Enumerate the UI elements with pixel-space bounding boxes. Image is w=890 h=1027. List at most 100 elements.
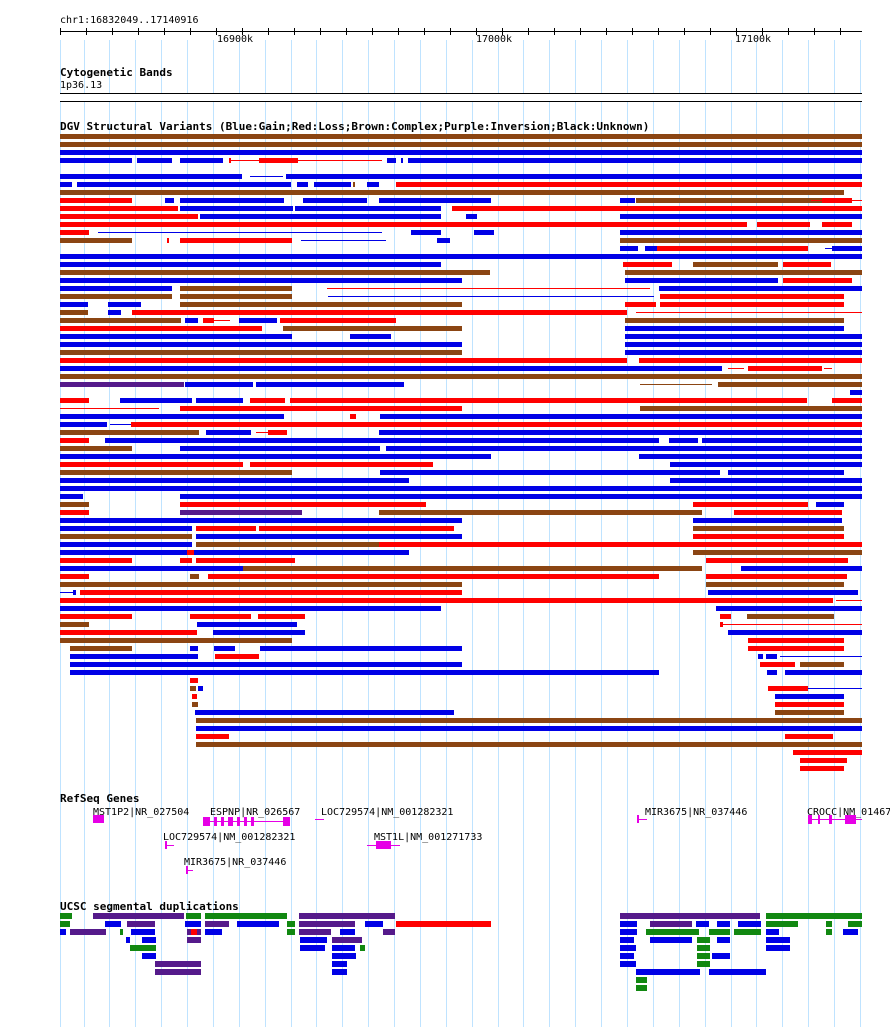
dgv-variant[interactable] (192, 702, 198, 707)
gene-exon[interactable] (829, 815, 832, 824)
segdup-feature[interactable] (636, 977, 647, 983)
segdup-feature[interactable] (126, 937, 130, 943)
dgv-variant[interactable] (215, 654, 259, 659)
segdup-feature[interactable] (717, 937, 730, 943)
dgv-variant[interactable] (196, 742, 862, 747)
gene-model[interactable] (93, 815, 104, 823)
dgv-variant-link[interactable] (327, 288, 650, 289)
segdup-feature[interactable] (620, 945, 636, 951)
segdup-feature[interactable] (60, 929, 66, 935)
dgv-variant[interactable] (379, 198, 491, 203)
dgv-variant[interactable] (60, 238, 132, 243)
dgv-variant[interactable] (60, 382, 184, 387)
dgv-variant[interactable] (180, 494, 862, 499)
dgv-variant[interactable] (60, 550, 292, 555)
dgv-variant-link[interactable] (328, 296, 654, 297)
dgv-variant[interactable] (196, 726, 862, 731)
dgv-variant[interactable] (280, 318, 396, 323)
dgv-variant[interactable] (850, 390, 862, 395)
dgv-variant[interactable] (625, 342, 862, 347)
dgv-variant[interactable] (636, 198, 844, 203)
dgv-variant-link[interactable] (250, 176, 283, 177)
dgv-variant[interactable] (757, 222, 810, 227)
dgv-variant[interactable] (70, 662, 462, 667)
segdup-feature[interactable] (205, 913, 287, 919)
dgv-variant[interactable] (108, 310, 121, 315)
dgv-variant[interactable] (657, 246, 808, 251)
segdup-feature[interactable] (697, 945, 710, 951)
dgv-variant[interactable] (60, 302, 88, 307)
segdup-feature[interactable] (697, 953, 710, 959)
dgv-variant[interactable] (180, 502, 426, 507)
segdup-feature[interactable] (709, 969, 766, 975)
dgv-variant[interactable] (243, 566, 702, 571)
dgv-variant[interactable] (195, 710, 454, 715)
dgv-variant[interactable] (620, 198, 635, 203)
dgv-variant[interactable] (60, 206, 178, 211)
segdup-feature[interactable] (332, 937, 362, 943)
segdup-feature[interactable] (299, 921, 355, 927)
dgv-variant[interactable] (741, 566, 862, 571)
dgv-variant[interactable] (60, 414, 284, 419)
dgv-variant[interactable] (401, 158, 403, 163)
dgv-variant[interactable] (60, 494, 83, 499)
dgv-variant[interactable] (180, 446, 380, 451)
dgv-variant[interactable] (208, 574, 659, 579)
dgv-variant[interactable] (816, 502, 844, 507)
dgv-variant[interactable] (190, 646, 198, 651)
dgv-variant[interactable] (716, 606, 862, 611)
dgv-variant-link[interactable] (60, 408, 159, 409)
segdup-feature[interactable] (120, 929, 123, 935)
dgv-variant[interactable] (60, 358, 627, 363)
dgv-variant[interactable] (60, 310, 88, 315)
dgv-variant[interactable] (132, 310, 627, 315)
gene-exon[interactable] (237, 817, 240, 826)
segdup-feature[interactable] (620, 937, 634, 943)
dgv-variant[interactable] (748, 366, 822, 371)
dgv-variant-link[interactable] (636, 312, 862, 313)
cytoband-ideogram[interactable] (60, 93, 862, 102)
dgv-variant[interactable] (185, 318, 198, 323)
gene-label-loc729574[interactable]: LOC729574|NM_001282321 (321, 807, 454, 818)
dgv-variant[interactable] (60, 518, 462, 523)
dgv-variant[interactable] (768, 686, 808, 691)
dgv-variant[interactable] (60, 630, 197, 635)
dgv-variant[interactable] (60, 134, 862, 139)
dgv-variant[interactable] (350, 414, 356, 419)
dgv-variant[interactable] (693, 534, 844, 539)
dgv-variant[interactable] (60, 158, 132, 163)
dgv-variant[interactable] (379, 430, 862, 435)
gene-exon[interactable] (808, 815, 812, 824)
segdup-feature[interactable] (636, 985, 647, 991)
dgv-variant[interactable] (250, 398, 285, 403)
gene-exon[interactable] (228, 817, 233, 826)
segdup-feature[interactable] (766, 945, 790, 951)
dgv-variant[interactable] (197, 622, 297, 627)
gene-exon[interactable] (845, 815, 856, 824)
segdup-feature[interactable] (734, 929, 761, 935)
dgv-variant[interactable] (60, 262, 441, 267)
dgv-variant[interactable] (60, 574, 89, 579)
segdup-feature[interactable] (155, 969, 201, 975)
segdup-feature[interactable] (766, 921, 798, 927)
gene-exon[interactable] (221, 817, 224, 826)
dgv-variant[interactable] (625, 278, 778, 283)
dgv-variant[interactable] (379, 510, 702, 515)
dgv-variant[interactable] (785, 734, 833, 739)
segdup-feature[interactable] (205, 921, 229, 927)
dgv-variant[interactable] (105, 438, 659, 443)
dgv-variant[interactable] (645, 246, 657, 251)
segdup-feature[interactable] (142, 937, 156, 943)
dgv-variant[interactable] (180, 510, 302, 515)
gene-label-mir3675-b[interactable]: MIR3675|NR_037446 (645, 807, 748, 818)
dgv-variant[interactable] (639, 358, 862, 363)
dgv-variant[interactable] (60, 366, 722, 371)
dgv-variant-link[interactable] (230, 160, 382, 161)
dgv-variant[interactable] (295, 206, 441, 211)
gene-model[interactable] (186, 866, 188, 874)
segdup-feature[interactable] (396, 921, 491, 927)
dgv-variant[interactable] (286, 174, 862, 179)
gene-model[interactable] (315, 819, 324, 820)
dgv-variant[interactable] (77, 182, 291, 187)
dgv-variant[interactable] (720, 614, 731, 619)
